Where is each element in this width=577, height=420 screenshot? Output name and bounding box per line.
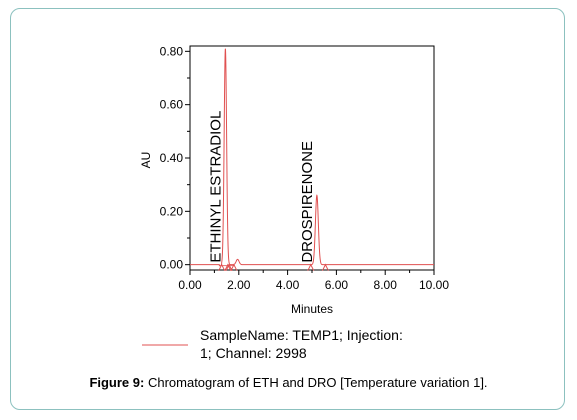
integration-mark: [225, 263, 233, 271]
y-tick-label: 0.20: [160, 204, 184, 218]
y-tick-label: 0.60: [160, 98, 184, 112]
legend: SampleName: TEMP1; Injection: 1; Channel…: [200, 326, 450, 362]
x-tick-label: 6.00: [325, 278, 349, 292]
x-tick-label: 8.00: [374, 278, 398, 292]
integration-mark: [307, 263, 315, 271]
legend-line-2: 1; Channel: 2998: [200, 345, 307, 361]
peak-label: DROSPIRENONE: [299, 141, 316, 263]
y-tick-label: 0.00: [160, 258, 184, 272]
x-axis-label: Minutes: [291, 302, 333, 316]
x-tick-label: 4.00: [276, 278, 300, 292]
caption-text: Chromatogram of ETH and DRO [Temperature…: [144, 375, 488, 390]
y-axis: 0.00 0.20 0.40 0.60 0.80: [160, 44, 190, 272]
integration-mark: [321, 263, 329, 271]
x-axis: 0.00 2.00 4.00 6.00 8.00 10.00: [178, 270, 449, 292]
chromatogram-trace: [190, 48, 434, 267]
y-axis-label: AU: [139, 152, 153, 169]
peak-integration-marks: [218, 263, 329, 271]
x-tick-label: 2.00: [227, 278, 251, 292]
peak-labels: ETHINYL ESTRADIOL DROSPIRENONE: [207, 111, 316, 263]
y-tick-label: 0.40: [160, 151, 184, 165]
figure-frame: [10, 8, 565, 410]
integration-mark: [230, 263, 238, 271]
integration-mark: [218, 263, 226, 271]
peak-label: ETHINYL ESTRADIOL: [207, 111, 224, 263]
integration-mark: [224, 263, 232, 271]
legend-line-1: SampleName: TEMP1; Injection:: [200, 327, 403, 343]
x-tick-label: 0.00: [178, 278, 202, 292]
figure-caption: Figure 9: Chromatogram of ETH and DRO [T…: [0, 375, 577, 390]
x-tick-label: 10.00: [419, 278, 449, 292]
caption-prefix: Figure 9:: [89, 375, 145, 390]
y-tick-label: 0.80: [160, 44, 184, 58]
